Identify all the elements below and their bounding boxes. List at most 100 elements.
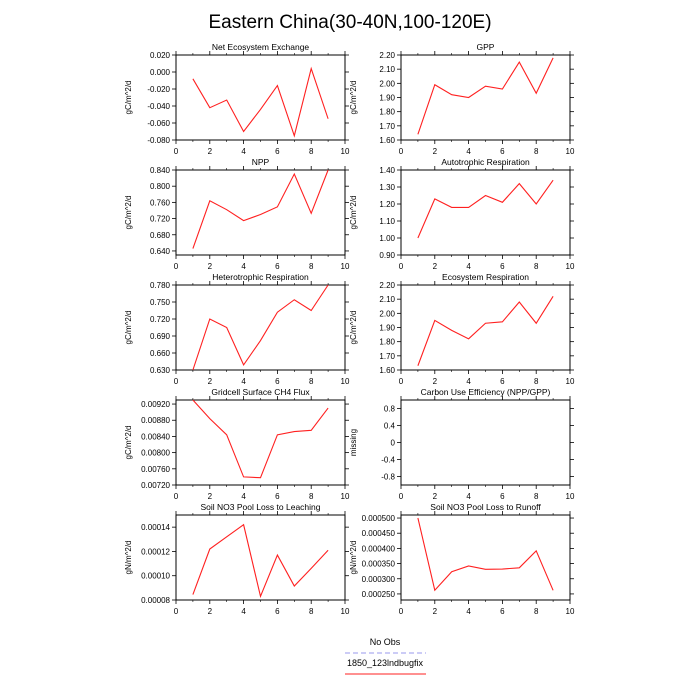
series-line (417, 57, 554, 135)
x-tick-label: 8 (534, 492, 539, 501)
panel-title: Net Ecosystem Exchange (212, 42, 310, 52)
y-tick-label: 0.780 (150, 281, 171, 290)
chart-panel: Ecosystem Respiration 0 2 4 6 8 10 1.60 1.70 1.80… (349, 272, 575, 386)
y-tick-label: 0.8 (384, 405, 396, 414)
x-tick-label: 6 (500, 607, 505, 616)
x-tick-label: 10 (566, 492, 575, 501)
series-line (192, 284, 329, 371)
y-tick-label: 0.000500 (362, 514, 396, 523)
y-tick-label: 1.90 (379, 324, 395, 333)
y-tick-label: 2.20 (379, 281, 395, 290)
y-axis-label: gN/m^2/d (349, 541, 358, 575)
x-tick-label: 4 (466, 607, 471, 616)
y-tick-label: -0.020 (147, 85, 170, 94)
panel-title: GPP (477, 42, 495, 52)
x-tick-label: 0 (399, 607, 404, 616)
x-tick-label: 10 (341, 377, 350, 386)
x-tick-label: 10 (341, 147, 350, 156)
x-tick-label: 4 (241, 262, 246, 271)
y-tick-label: 0.000350 (362, 560, 396, 569)
y-tick-label: 0.660 (150, 349, 171, 358)
chart-panel: Heterotrophic Respiration 0 2 4 6 8 10 0.630 0.6… (124, 272, 350, 386)
y-tick-label: 0.00014 (141, 523, 170, 532)
series-line (192, 169, 329, 249)
chart-panel: Gridcell Surface CH4 Flux 0 2 4 6 8 10 0.00720 0… (124, 387, 350, 501)
figure-title: Eastern China(30-40N,100-120E) (208, 12, 491, 33)
x-tick-label: 0 (399, 147, 404, 156)
y-tick-label: 0.00760 (141, 465, 170, 474)
x-tick-label: 8 (534, 607, 539, 616)
y-axis-label: gC/m^2/d (349, 311, 358, 345)
x-tick-label: 2 (208, 262, 213, 271)
series-line (417, 296, 554, 366)
x-tick-label: 6 (500, 377, 505, 386)
series-line (417, 517, 554, 592)
y-tick-label: 1.60 (379, 136, 395, 145)
x-tick-label: 0 (174, 262, 179, 271)
panel-title: Gridcell Surface CH4 Flux (211, 387, 310, 397)
x-tick-label: 10 (341, 262, 350, 271)
y-tick-label: 0.00840 (141, 432, 170, 441)
y-tick-label: 0.00008 (141, 596, 170, 605)
x-tick-label: 8 (309, 377, 314, 386)
y-axis-label: gC/m^2/d (349, 196, 358, 230)
chart-panel: Net Ecosystem Exchange 0 2 4 6 8 10 -0.080 -0.06… (124, 42, 350, 156)
y-axis-label: gC/m^2/d (124, 81, 133, 115)
legend: No Obs 1850_123lndbugfix (345, 637, 426, 675)
y-tick-label: 0.720 (150, 215, 171, 224)
chart-panel: Autotrophic Respiration 0 2 4 6 8 10 0.90 1.00 1.… (349, 157, 575, 271)
x-tick-label: 2 (433, 377, 438, 386)
y-tick-label: 0.90 (379, 251, 395, 260)
x-tick-label: 4 (466, 262, 471, 271)
x-tick-label: 4 (241, 492, 246, 501)
x-tick-label: 0 (399, 262, 404, 271)
y-tick-label: 1.70 (379, 352, 395, 361)
x-tick-label: 8 (534, 377, 539, 386)
x-tick-label: 6 (275, 262, 280, 271)
y-tick-label: 0.720 (150, 315, 171, 324)
plot-frame (175, 514, 346, 601)
plot-frame (400, 399, 571, 486)
y-tick-label: 0.000450 (362, 529, 396, 538)
plot-frame (175, 169, 346, 256)
y-tick-label: 1.80 (379, 338, 395, 347)
chart-panel: NPP 0 2 4 6 8 10 0.640 0.680 0.720 0.760 0.800 0.840… (124, 157, 350, 271)
chart-panel: Carbon Use Efficiency (NPP/GPP) 0 2 4 6 8 10 -0… (349, 387, 575, 501)
chart-panel: Soil NO3 Pool Loss to Leaching 0 2 4 6 8 10 0.0… (124, 502, 350, 616)
x-tick-label: 2 (433, 262, 438, 271)
y-tick-label: 0.750 (150, 298, 171, 307)
x-tick-label: 8 (534, 147, 539, 156)
x-tick-label: 6 (275, 607, 280, 616)
y-tick-label: -0.040 (147, 102, 170, 111)
y-tick-label: 1.30 (379, 183, 395, 192)
panel-grid: Net Ecosystem Exchange 0 2 4 6 8 10 -0.080 -0.06… (124, 42, 575, 616)
y-tick-label: -0.8 (381, 473, 395, 482)
x-tick-label: 8 (534, 262, 539, 271)
y-tick-label: 2.10 (379, 295, 395, 304)
x-tick-label: 10 (566, 377, 575, 386)
series-line (192, 523, 329, 599)
y-tick-label: 0.640 (150, 247, 171, 256)
x-tick-label: 8 (309, 147, 314, 156)
y-tick-label: 1.90 (379, 94, 395, 103)
y-tick-label: 0.00012 (141, 547, 170, 556)
x-tick-label: 8 (309, 607, 314, 616)
x-tick-label: 0 (399, 377, 404, 386)
y-tick-label: 0.000250 (362, 590, 396, 599)
x-tick-label: 0 (399, 492, 404, 501)
x-tick-label: 0 (174, 377, 179, 386)
x-tick-label: 6 (500, 492, 505, 501)
panel-title: Heterotrophic Respiration (212, 272, 309, 282)
x-tick-label: 4 (466, 492, 471, 501)
x-tick-label: 10 (566, 147, 575, 156)
x-tick-label: 0 (174, 492, 179, 501)
y-tick-label: 1.20 (379, 200, 395, 209)
x-tick-label: 2 (208, 377, 213, 386)
x-tick-label: 8 (309, 492, 314, 501)
y-tick-label: 1.00 (379, 234, 395, 243)
x-tick-label: 10 (566, 607, 575, 616)
x-tick-label: 6 (500, 262, 505, 271)
x-tick-label: 0 (174, 147, 179, 156)
y-axis-label: gC/m^2/d (124, 196, 133, 230)
x-tick-label: 4 (466, 147, 471, 156)
